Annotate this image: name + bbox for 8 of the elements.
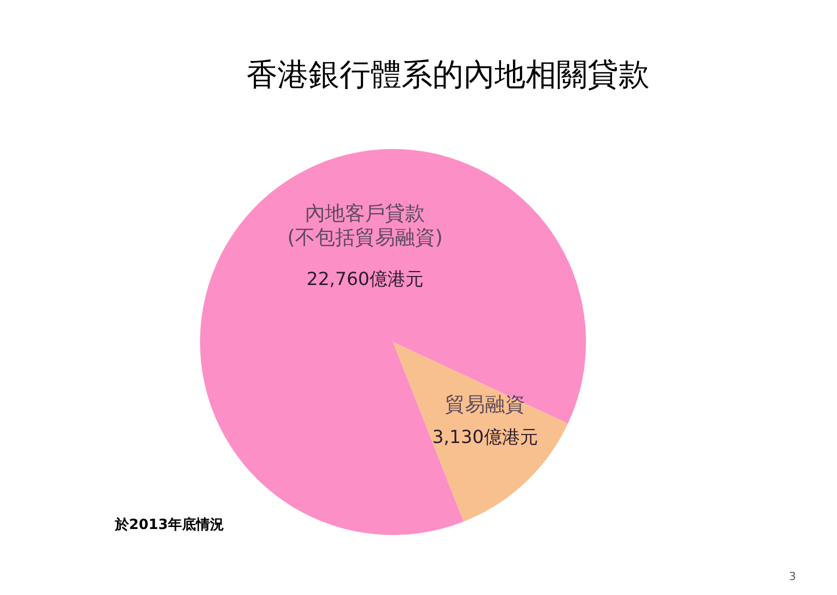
slice-label: 貿易融資 — [445, 392, 525, 416]
slice-label: 內地客戶貸款 (不包括貿易融資) — [287, 201, 443, 249]
pie-slice — [393, 342, 568, 522]
data-label: 22,760億港元 — [306, 269, 424, 290]
text: 3 — [789, 570, 796, 583]
text: 於2013年底情況 — [115, 516, 224, 534]
data-label: 3,130億港元 — [432, 427, 538, 448]
chart-title: 香港銀行體系的內地相關貸款 — [246, 56, 650, 95]
